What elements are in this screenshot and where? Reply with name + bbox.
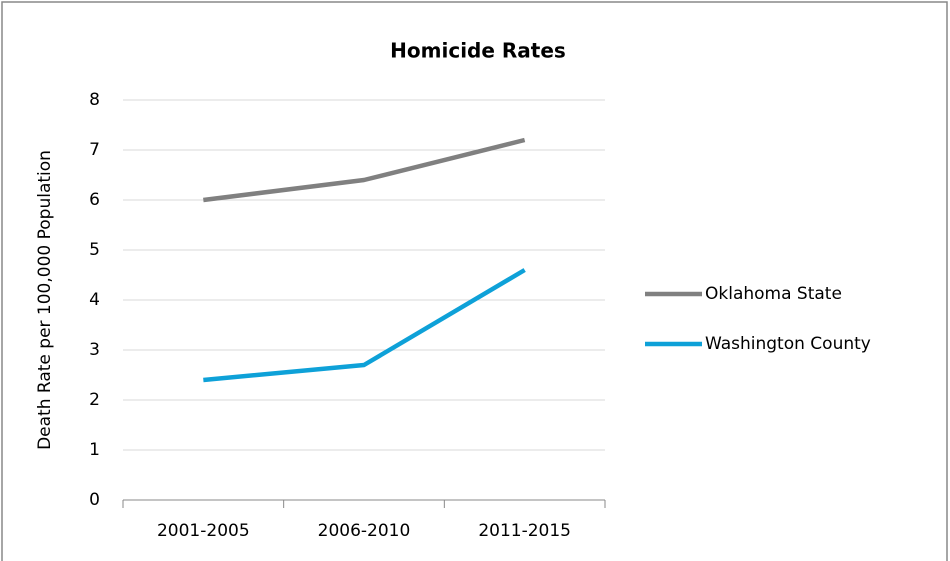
x-tick-label: 2006-2010 — [318, 521, 411, 541]
y-tick-label: 1 — [89, 440, 100, 460]
legend-label: Washington County — [705, 334, 871, 354]
y-axis-label: Death Rate per 100,000 Population — [35, 150, 55, 450]
y-tick-label: 3 — [89, 340, 100, 360]
y-tick-label: 4 — [89, 290, 100, 310]
y-tick-label: 2 — [89, 390, 100, 410]
y-tick-label: 8 — [89, 90, 100, 110]
line-series — [203, 268, 526, 383]
y-tick-label: 5 — [89, 240, 100, 260]
y-tick-label: 0 — [89, 490, 100, 510]
y-tick-label: 7 — [89, 140, 100, 160]
x-tick-label: 2001-2005 — [157, 521, 250, 541]
x-tick-label: 2011-2015 — [478, 521, 571, 541]
legend-label: Oklahoma State — [705, 284, 842, 304]
chart-title: Homicide Rates — [390, 39, 566, 63]
line-series — [203, 137, 526, 203]
y-tick-label: 6 — [89, 190, 100, 210]
